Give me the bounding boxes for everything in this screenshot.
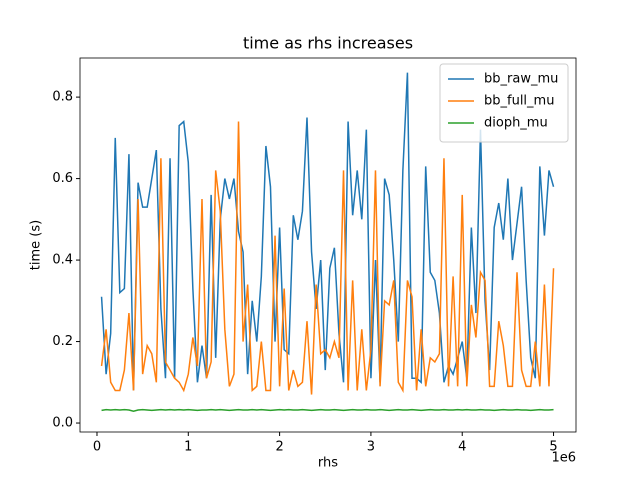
- legend-label: dioph_mu: [484, 116, 548, 131]
- x-tick-label: 3: [367, 440, 375, 455]
- legend-label: bb_raw_mu: [484, 72, 558, 87]
- line-series: [100, 72, 555, 391]
- x-tick-label: 4: [458, 440, 466, 455]
- chart-title: time as rhs increases: [243, 34, 413, 53]
- x-tick-label: 5: [549, 440, 557, 455]
- y-tick-label: 0.8: [52, 90, 73, 105]
- x-tick-label: 0: [93, 440, 101, 455]
- y-tick-label: 0.4: [52, 253, 73, 268]
- x-tick-label: 1: [184, 440, 192, 455]
- y-tick-label: 0.0: [52, 416, 73, 431]
- y-tick-label: 0.2: [52, 334, 73, 349]
- line-series: [101, 408, 554, 412]
- plot-frame: [79, 57, 577, 433]
- y-tick-label: 0.6: [52, 171, 73, 186]
- legend-label: bb_full_mu: [484, 94, 554, 109]
- x-offset-label: 1e6: [551, 451, 576, 466]
- y-axis-label: time (s): [29, 220, 44, 270]
- x-tick-label: 2: [275, 440, 283, 455]
- line-series: [100, 121, 555, 395]
- x-axis-label: rhs: [318, 456, 338, 471]
